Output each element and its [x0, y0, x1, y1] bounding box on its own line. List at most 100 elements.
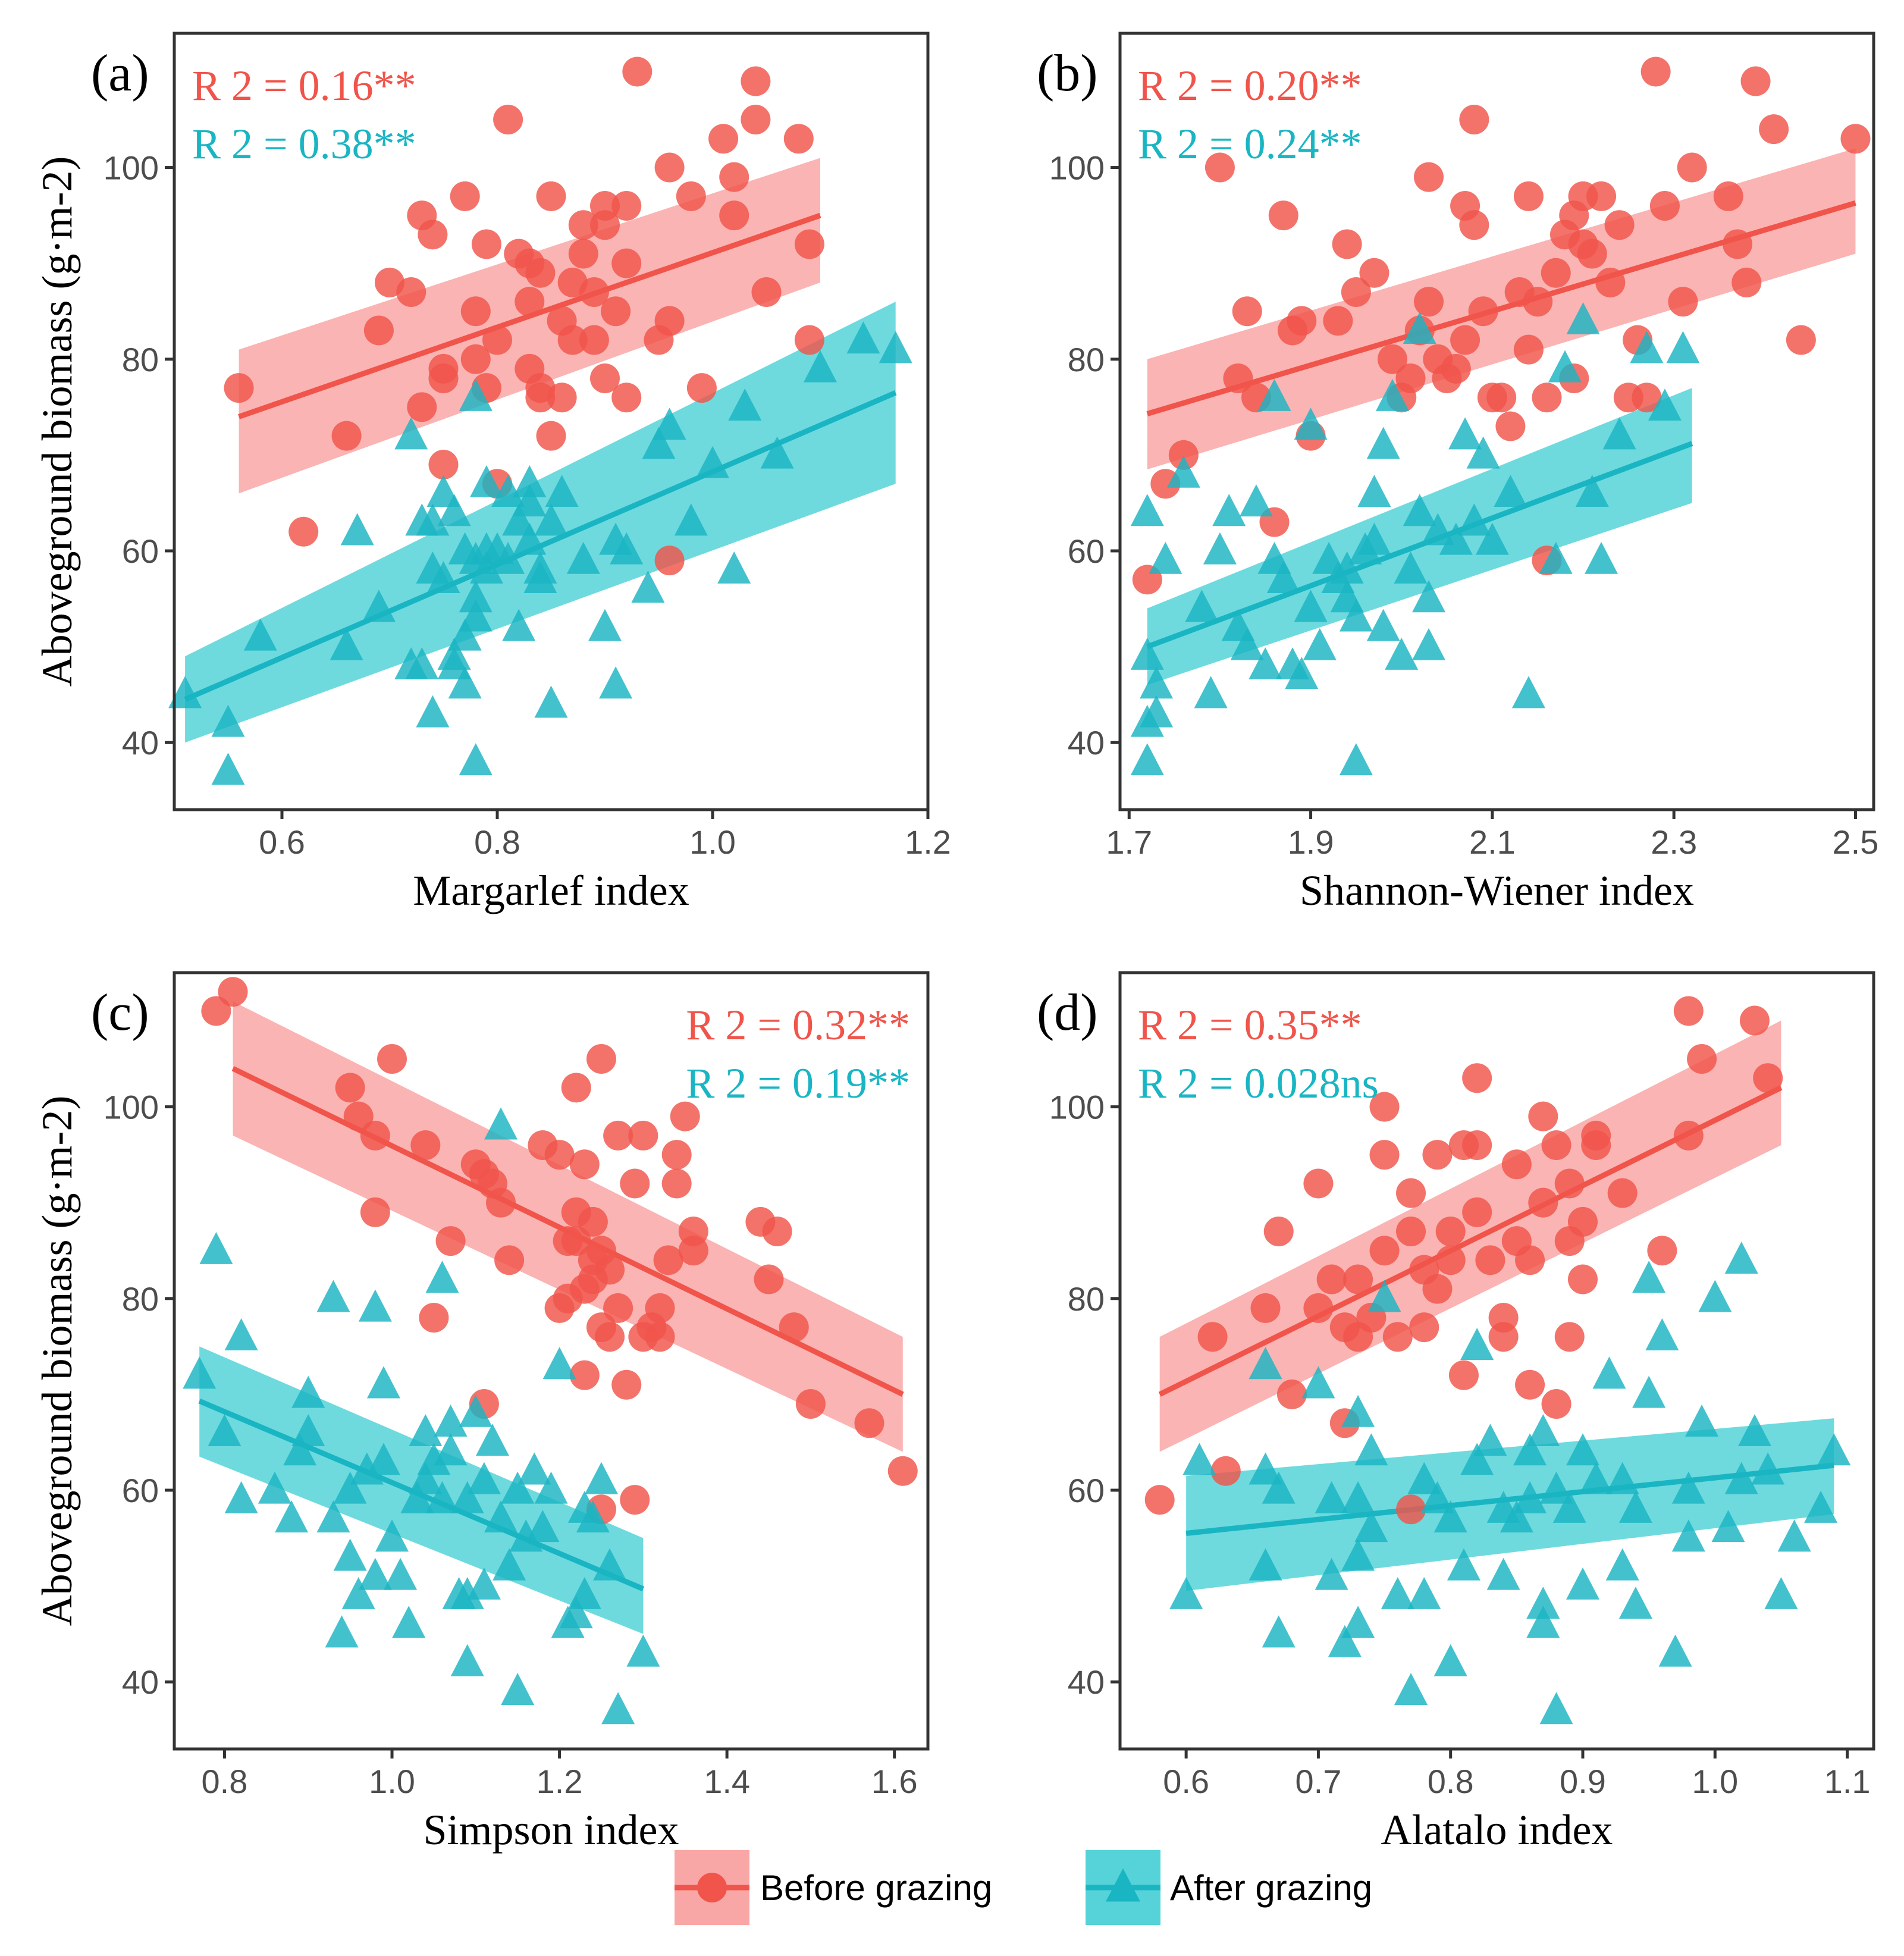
before-data-point	[418, 220, 448, 250]
after-data-point	[437, 494, 471, 526]
before-data-point	[201, 996, 231, 1026]
before-data-point	[1459, 105, 1489, 134]
before-data-point	[1303, 1293, 1334, 1323]
after-data-point	[1685, 1404, 1719, 1437]
before-data-point	[628, 1120, 658, 1151]
before-data-point	[611, 248, 642, 278]
after-data-point	[425, 1481, 459, 1513]
after-data-point	[1434, 1500, 1467, 1533]
after-data-point	[392, 1606, 426, 1638]
after-data-point	[243, 618, 277, 651]
after-data-point	[1817, 1433, 1851, 1466]
after-data-point	[416, 695, 450, 728]
after-data-point	[631, 570, 665, 603]
before-data-point	[515, 287, 545, 317]
before-data-point	[557, 325, 588, 355]
after-data-point	[258, 1471, 291, 1504]
before-data-point	[1441, 353, 1471, 384]
after-data-point	[1539, 541, 1573, 574]
after-data-point	[459, 378, 493, 411]
panel-frame	[1118, 32, 1875, 811]
before-data-point	[1632, 383, 1662, 413]
before-data-point	[419, 1303, 449, 1333]
before-data-point	[887, 1456, 918, 1486]
after-data-point	[1354, 1433, 1388, 1466]
before-data-point	[1462, 1197, 1492, 1227]
x-tick-label: 1.0	[369, 1763, 415, 1800]
before-data-point	[1554, 1322, 1585, 1352]
after-data-point	[1257, 378, 1291, 411]
x-tick-label: 1.9	[1288, 823, 1334, 861]
after-data-point	[1341, 1606, 1375, 1638]
before-data-point	[579, 277, 609, 307]
x-tick-label: 2.5	[1833, 823, 1879, 861]
plot-area-c	[183, 977, 918, 1725]
after-data-point	[1341, 1538, 1375, 1571]
after-data-point	[450, 1576, 484, 1609]
after-data-point	[1412, 628, 1446, 660]
after-data-point	[1539, 1692, 1573, 1725]
after-data-point	[450, 1644, 484, 1676]
legend-after-marker	[1106, 1868, 1140, 1902]
after-data-point	[1367, 1280, 1401, 1312]
after-data-point	[1632, 1261, 1666, 1293]
after-data-point	[1339, 743, 1373, 776]
after-confidence-band	[185, 302, 896, 743]
before-data-point	[1786, 325, 1816, 355]
before-data-point	[428, 450, 459, 479]
before-data-point	[410, 1130, 441, 1160]
after-data-point	[417, 1443, 451, 1475]
after-data-point	[559, 1596, 593, 1629]
before-data-point	[1673, 1120, 1704, 1151]
y-tick-label: 40	[122, 1663, 159, 1701]
after-data-point	[717, 551, 751, 584]
before-data-point	[1232, 296, 1262, 327]
after-data-point	[601, 1692, 635, 1725]
before-data-point	[1323, 306, 1353, 336]
before-data-point	[1732, 267, 1762, 297]
after-data-point	[728, 388, 762, 421]
x-axis-title: Margarlef index	[413, 867, 689, 914]
before-data-point	[1515, 1369, 1545, 1400]
after-data-point	[491, 541, 525, 574]
y-tick-label: 40	[1068, 1663, 1105, 1701]
after-data-point	[1548, 350, 1582, 383]
before-data-point	[654, 306, 685, 336]
after-data-point	[1475, 522, 1509, 555]
before-data-point	[1204, 152, 1235, 183]
before-data-point	[1396, 1217, 1426, 1246]
after-data-point	[1412, 580, 1446, 613]
before-data-point	[1532, 383, 1562, 413]
before-data-point	[544, 1140, 575, 1170]
before-data-point	[1740, 66, 1771, 96]
after-data-point	[1328, 1625, 1362, 1657]
after-data-point	[426, 561, 460, 594]
after-data-point	[1513, 1433, 1547, 1466]
after-data-point	[1301, 1366, 1335, 1399]
after-data-point	[283, 1433, 317, 1466]
after-data-point	[1585, 541, 1618, 574]
after-data-point	[1511, 676, 1545, 709]
after-data-point	[1262, 1615, 1296, 1648]
before-data-point	[754, 1264, 784, 1294]
after-data-point	[626, 1634, 660, 1667]
before-data-point	[1341, 277, 1371, 307]
x-tick-label: 0.8	[202, 1763, 248, 1800]
x-tick-label: 1.2	[905, 823, 951, 861]
before-data-point	[654, 152, 685, 183]
x-tick-label: 1.7	[1106, 823, 1152, 861]
after-data-point	[1526, 1414, 1560, 1447]
after-data-point	[1618, 1587, 1652, 1619]
before-data-point	[569, 1149, 600, 1180]
after-data-point	[1249, 647, 1282, 680]
before-data-point	[525, 258, 556, 288]
before-data-point	[794, 325, 824, 355]
before-data-point	[1488, 1322, 1519, 1352]
after-data-point	[599, 666, 633, 699]
before-data-point	[1268, 200, 1298, 231]
after-data-point	[1385, 637, 1419, 670]
after-data-point	[405, 647, 439, 680]
after-data-point	[291, 1375, 325, 1408]
after-data-point	[1315, 1557, 1348, 1590]
